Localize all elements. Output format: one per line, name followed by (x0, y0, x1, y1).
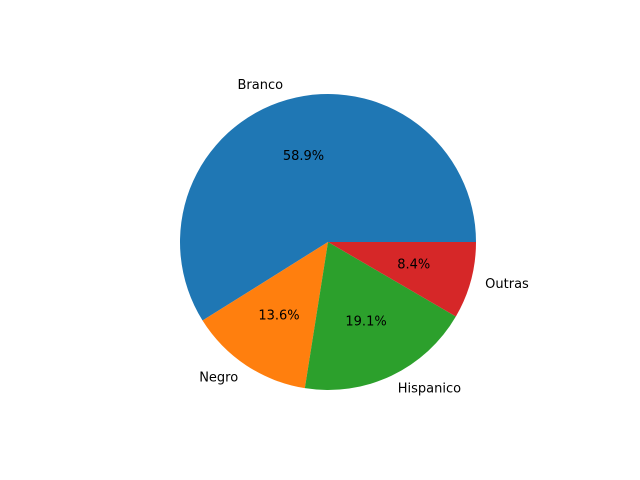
slice-label-negro: Negro (199, 370, 238, 385)
pie-slice-branco (180, 94, 477, 321)
percent-label-outras: 8.4% (397, 258, 430, 273)
slice-label-branco: Branco (237, 78, 283, 93)
pie-slice-hispanico (304, 242, 456, 391)
percent-label-branco: 58.9% (283, 149, 324, 164)
pie-slice-outras (328, 242, 476, 317)
pie-slice-negro (202, 242, 328, 389)
slice-label-outras: Outras (485, 277, 529, 292)
pie-labels: Branco 58.9% Negro 13.6% Hispanico 19.1% Outra… (199, 78, 529, 397)
pie-wedges (180, 94, 477, 391)
slice-label-hispanico: Hispanico (398, 382, 461, 397)
percent-label-negro: 13.6% (258, 309, 299, 324)
percent-label-hispanico: 19.1% (345, 315, 386, 330)
